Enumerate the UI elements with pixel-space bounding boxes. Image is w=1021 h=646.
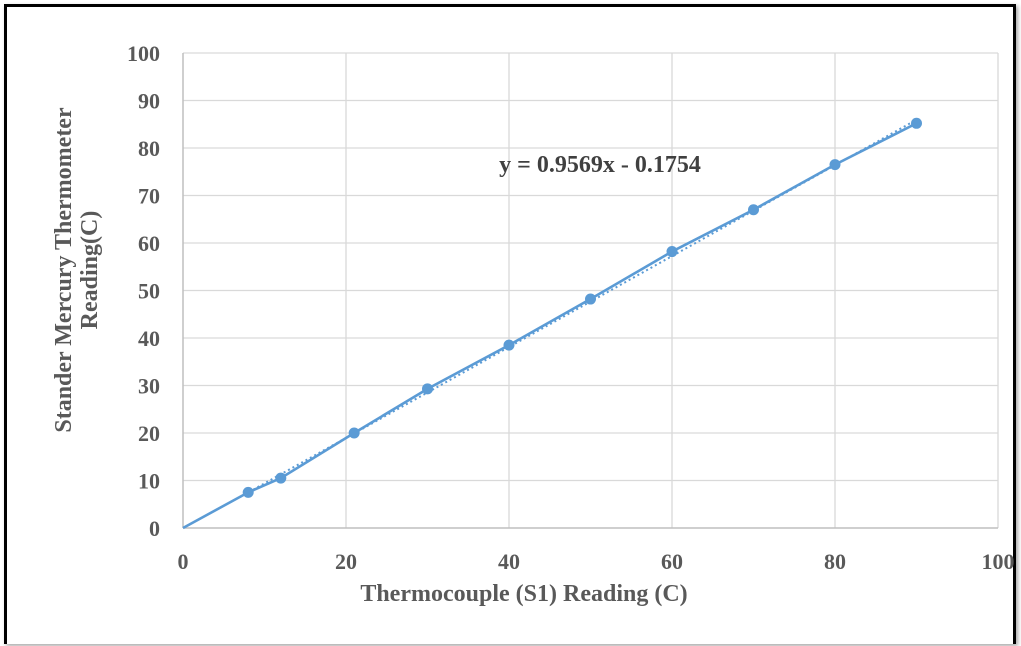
data-point — [503, 339, 515, 351]
chart-frame — [4, 4, 1016, 644]
data-point — [585, 293, 596, 305]
x-tick-label: 100 — [982, 549, 1015, 574]
y-tick-label: 70 — [138, 184, 160, 209]
x-tick-label: 80 — [824, 549, 846, 574]
y-axis-title-line-1: Stander Mercury Thermometer — [51, 107, 77, 433]
y-tick-label: 30 — [138, 374, 160, 399]
tick-labels: 0 10 20 30 40 50 60 70 80 90 100 0 20 40 60 80 100 — [127, 41, 1015, 574]
data-point — [422, 383, 433, 395]
y-tick-label: 10 — [138, 469, 160, 494]
y-tick-label: 40 — [138, 326, 160, 351]
y-tick-label: 20 — [138, 421, 160, 446]
x-tick-label: 60 — [661, 549, 683, 574]
x-tick-label: 40 — [498, 549, 520, 574]
data-point — [829, 159, 841, 171]
trendline-equation: y = 0.9569x - 0.1754 — [499, 152, 701, 178]
y-tick-label: 60 — [138, 231, 160, 256]
x-tick-label: 20 — [335, 549, 357, 574]
y-axis-title-line-2: Reading(C) — [77, 211, 103, 330]
y-tick-label: 0 — [149, 516, 160, 541]
x-axis-title: Thermocouple (S1) Reading (C) — [360, 581, 687, 607]
data-point — [666, 246, 678, 258]
axes — [182, 53, 998, 529]
data-point — [348, 427, 360, 439]
y-tick-label: 50 — [138, 279, 160, 304]
grid-lines — [183, 52, 999, 528]
data-point — [748, 204, 759, 216]
y-tick-label: 100 — [127, 41, 160, 66]
data-point — [242, 486, 254, 498]
data-point — [911, 117, 922, 129]
x-tick-label: 0 — [178, 549, 189, 574]
data-series — [182, 117, 922, 530]
y-tick-label: 90 — [138, 89, 160, 114]
data-point — [275, 472, 287, 484]
y-tick-label: 80 — [138, 136, 160, 161]
